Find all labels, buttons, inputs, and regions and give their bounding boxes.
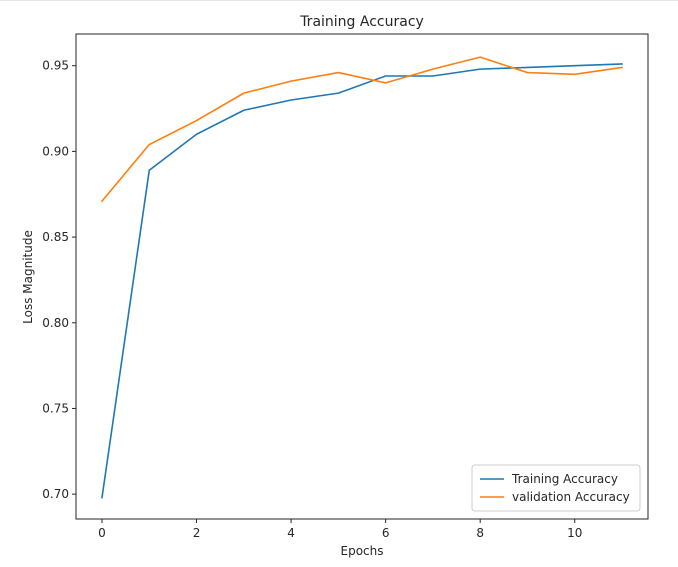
x-tick-label: 10 — [567, 526, 582, 540]
x-axis-label: Epochs — [341, 544, 384, 558]
series-line-training-accuracy — [101, 63, 623, 499]
plot-area — [75, 33, 649, 520]
x-axis: 0 2 4 6 8 10 — [98, 519, 582, 540]
x-tick-label: 0 — [98, 526, 106, 540]
x-tick-label: 6 — [382, 526, 390, 540]
chart-title: Training Accuracy — [299, 14, 424, 30]
top-border — [0, 0, 678, 1]
y-tick-label: 0.85 — [42, 230, 69, 244]
legend: Training Accuracy validation Accuracy — [471, 464, 641, 512]
y-tick-label: 0.70 — [42, 487, 69, 501]
x-tick-label: 4 — [287, 526, 295, 540]
x-tick-label: 8 — [476, 526, 484, 540]
y-tick-label: 0.80 — [42, 316, 69, 330]
y-tick-label: 0.75 — [42, 401, 69, 415]
x-tick-label: 2 — [193, 526, 201, 540]
legend-entry: Training Accuracy — [511, 472, 618, 486]
series-line-validation-accuracy — [100, 56, 623, 203]
y-tick-label: 0.90 — [42, 144, 69, 158]
y-tick-label: 0.95 — [42, 59, 69, 73]
y-axis: 0.70 0.75 0.80 0.85 0.90 0.95 — [42, 59, 76, 501]
legend-box — [471, 464, 641, 512]
legend-entry: validation Accuracy — [512, 490, 630, 504]
series-lines — [100, 56, 623, 499]
y-axis-label: Loss Magnitude — [21, 230, 35, 324]
